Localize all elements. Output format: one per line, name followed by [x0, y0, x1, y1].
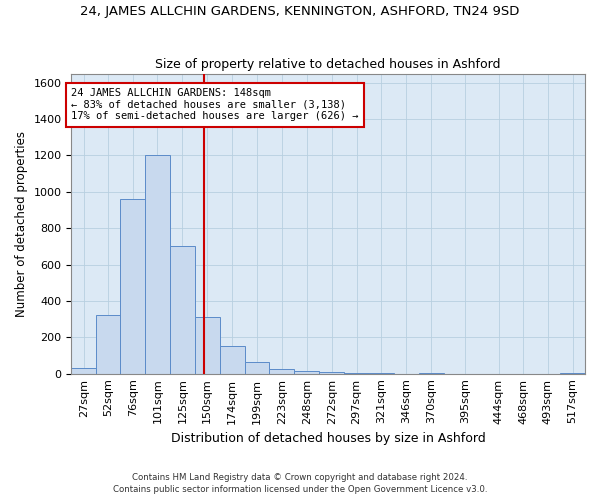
- Bar: [269, 369, 295, 374]
- Bar: [145, 156, 170, 374]
- Bar: [220, 346, 245, 374]
- Bar: [195, 318, 220, 374]
- Text: Contains HM Land Registry data © Crown copyright and database right 2024.
Contai: Contains HM Land Registry data © Crown c…: [113, 472, 487, 494]
- Text: 24 JAMES ALLCHIN GARDENS: 148sqm
← 83% of detached houses are smaller (3,138)
17: 24 JAMES ALLCHIN GARDENS: 148sqm ← 83% o…: [71, 88, 359, 122]
- Bar: [295, 371, 319, 374]
- Title: Size of property relative to detached houses in Ashford: Size of property relative to detached ho…: [155, 58, 501, 71]
- Y-axis label: Number of detached properties: Number of detached properties: [15, 130, 28, 316]
- X-axis label: Distribution of detached houses by size in Ashford: Distribution of detached houses by size …: [171, 432, 485, 445]
- Bar: [96, 316, 120, 374]
- Bar: [344, 373, 369, 374]
- Bar: [71, 368, 96, 374]
- Bar: [120, 199, 145, 374]
- Bar: [245, 362, 269, 374]
- Bar: [170, 246, 195, 374]
- Text: 24, JAMES ALLCHIN GARDENS, KENNINGTON, ASHFORD, TN24 9SD: 24, JAMES ALLCHIN GARDENS, KENNINGTON, A…: [80, 5, 520, 18]
- Bar: [319, 372, 344, 374]
